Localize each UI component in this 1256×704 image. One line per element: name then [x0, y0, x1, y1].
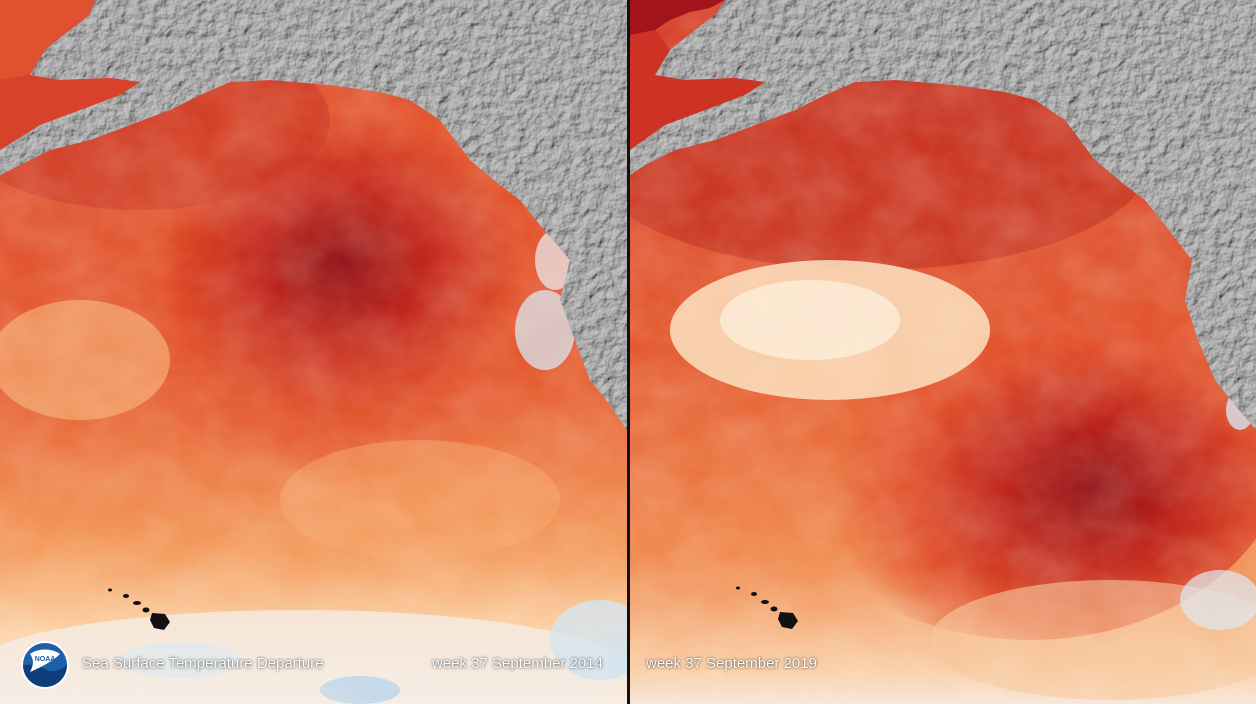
sst-anomaly-map-2014 [0, 0, 627, 704]
noaa-logo-text: NOAA [35, 656, 56, 663]
noaa-logo-icon: NOAA [20, 640, 70, 690]
hawaii-islands [736, 586, 798, 629]
figure-title: Sea Surface Temperature Departure [82, 655, 324, 672]
map-panel-2019: week 37 September 2019 [630, 0, 1256, 704]
panel-date-label-2014: week 37 September 2014 [432, 655, 603, 672]
sst-anomaly-map-2019 [630, 0, 1256, 704]
hawaii-islands [108, 588, 170, 630]
panel-date-label-2019: week 37 September 2019 [646, 655, 817, 672]
map-panel-2014 [0, 0, 627, 704]
land-north-america [630, 0, 1256, 430]
panel-divider [627, 0, 630, 704]
land-north-america [0, 0, 627, 430]
